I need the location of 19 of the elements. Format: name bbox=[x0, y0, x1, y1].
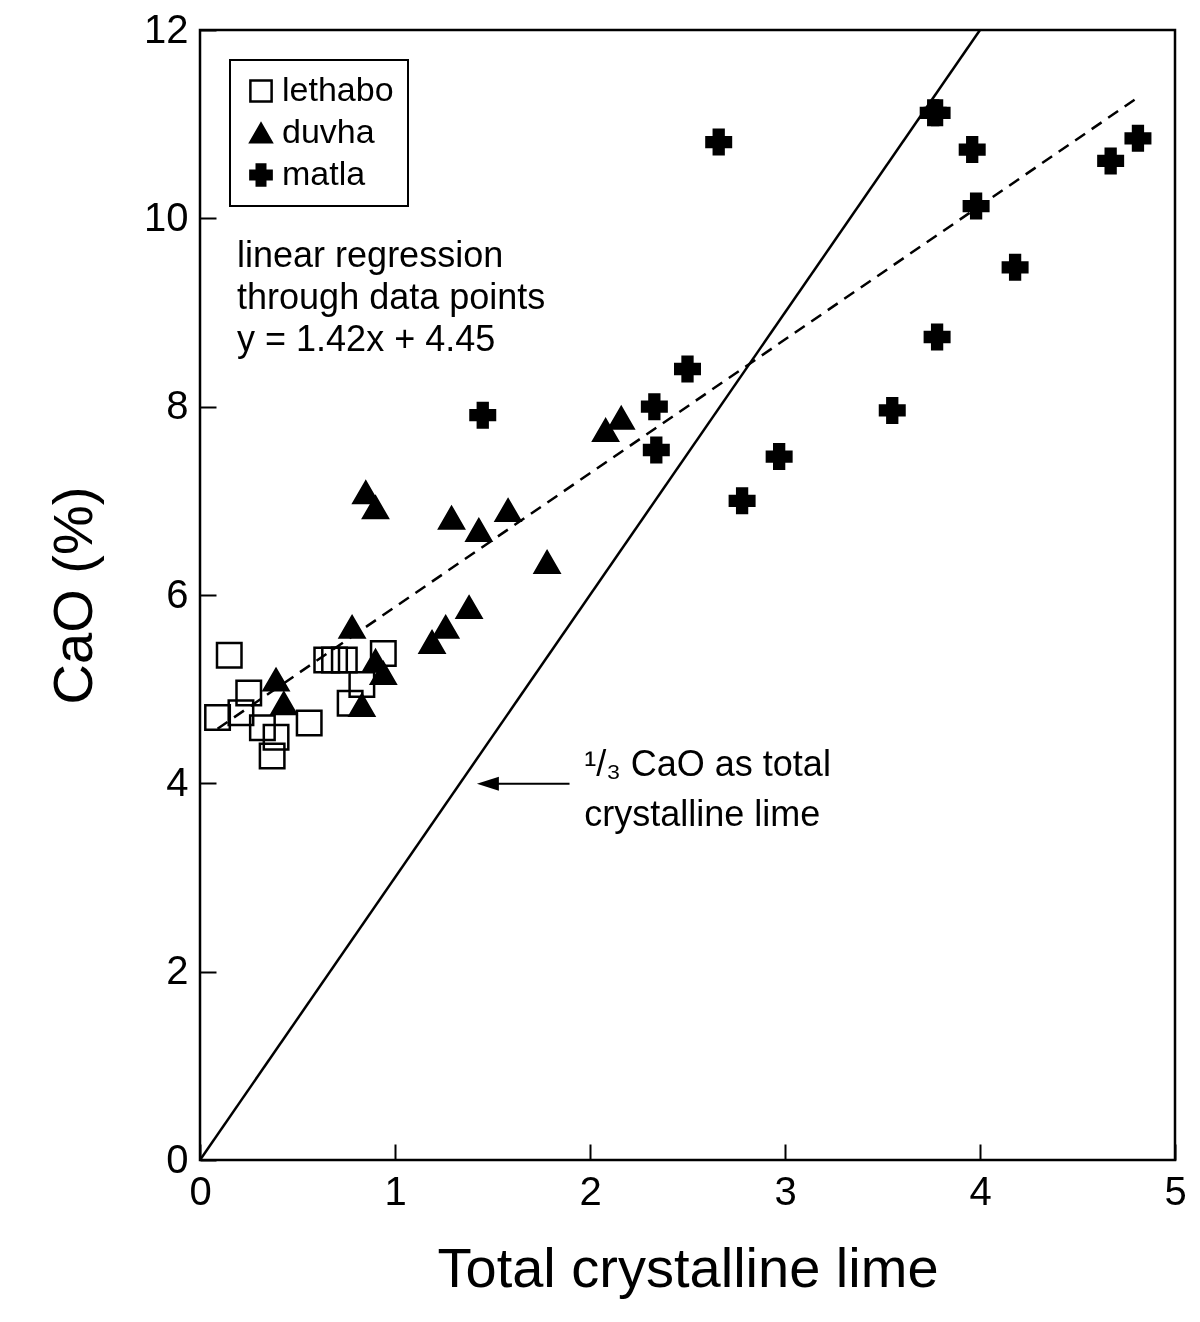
x-tick-label: 4 bbox=[969, 1168, 992, 1213]
x-tick-label: 5 bbox=[1164, 1168, 1187, 1213]
y-tick-label: 0 bbox=[166, 1136, 189, 1181]
y-tick-label: 6 bbox=[166, 571, 189, 616]
legend-label: lethabo bbox=[282, 70, 394, 108]
x-tick-label: 1 bbox=[384, 1168, 407, 1213]
y-tick-label: 8 bbox=[166, 383, 189, 428]
y-tick-label: 4 bbox=[166, 759, 189, 804]
y-tick-label: 12 bbox=[144, 6, 189, 51]
annotation: linear regression through data points y = 1.42x + 4.45 bbox=[237, 234, 546, 359]
y-tick-label: 10 bbox=[144, 194, 189, 239]
x-tick-label: 3 bbox=[774, 1168, 797, 1213]
legend-label: duvha bbox=[282, 112, 375, 150]
x-axis-title: Total crystalline lime bbox=[437, 1235, 939, 1299]
y-tick-label: 2 bbox=[166, 948, 189, 993]
x-tick-label: 2 bbox=[579, 1168, 602, 1213]
y-axis-title: CaO (%) bbox=[41, 486, 105, 705]
annotation: ¹/₃ CaO as total crystalline lime bbox=[584, 742, 831, 835]
legend-label: matla bbox=[282, 154, 366, 192]
